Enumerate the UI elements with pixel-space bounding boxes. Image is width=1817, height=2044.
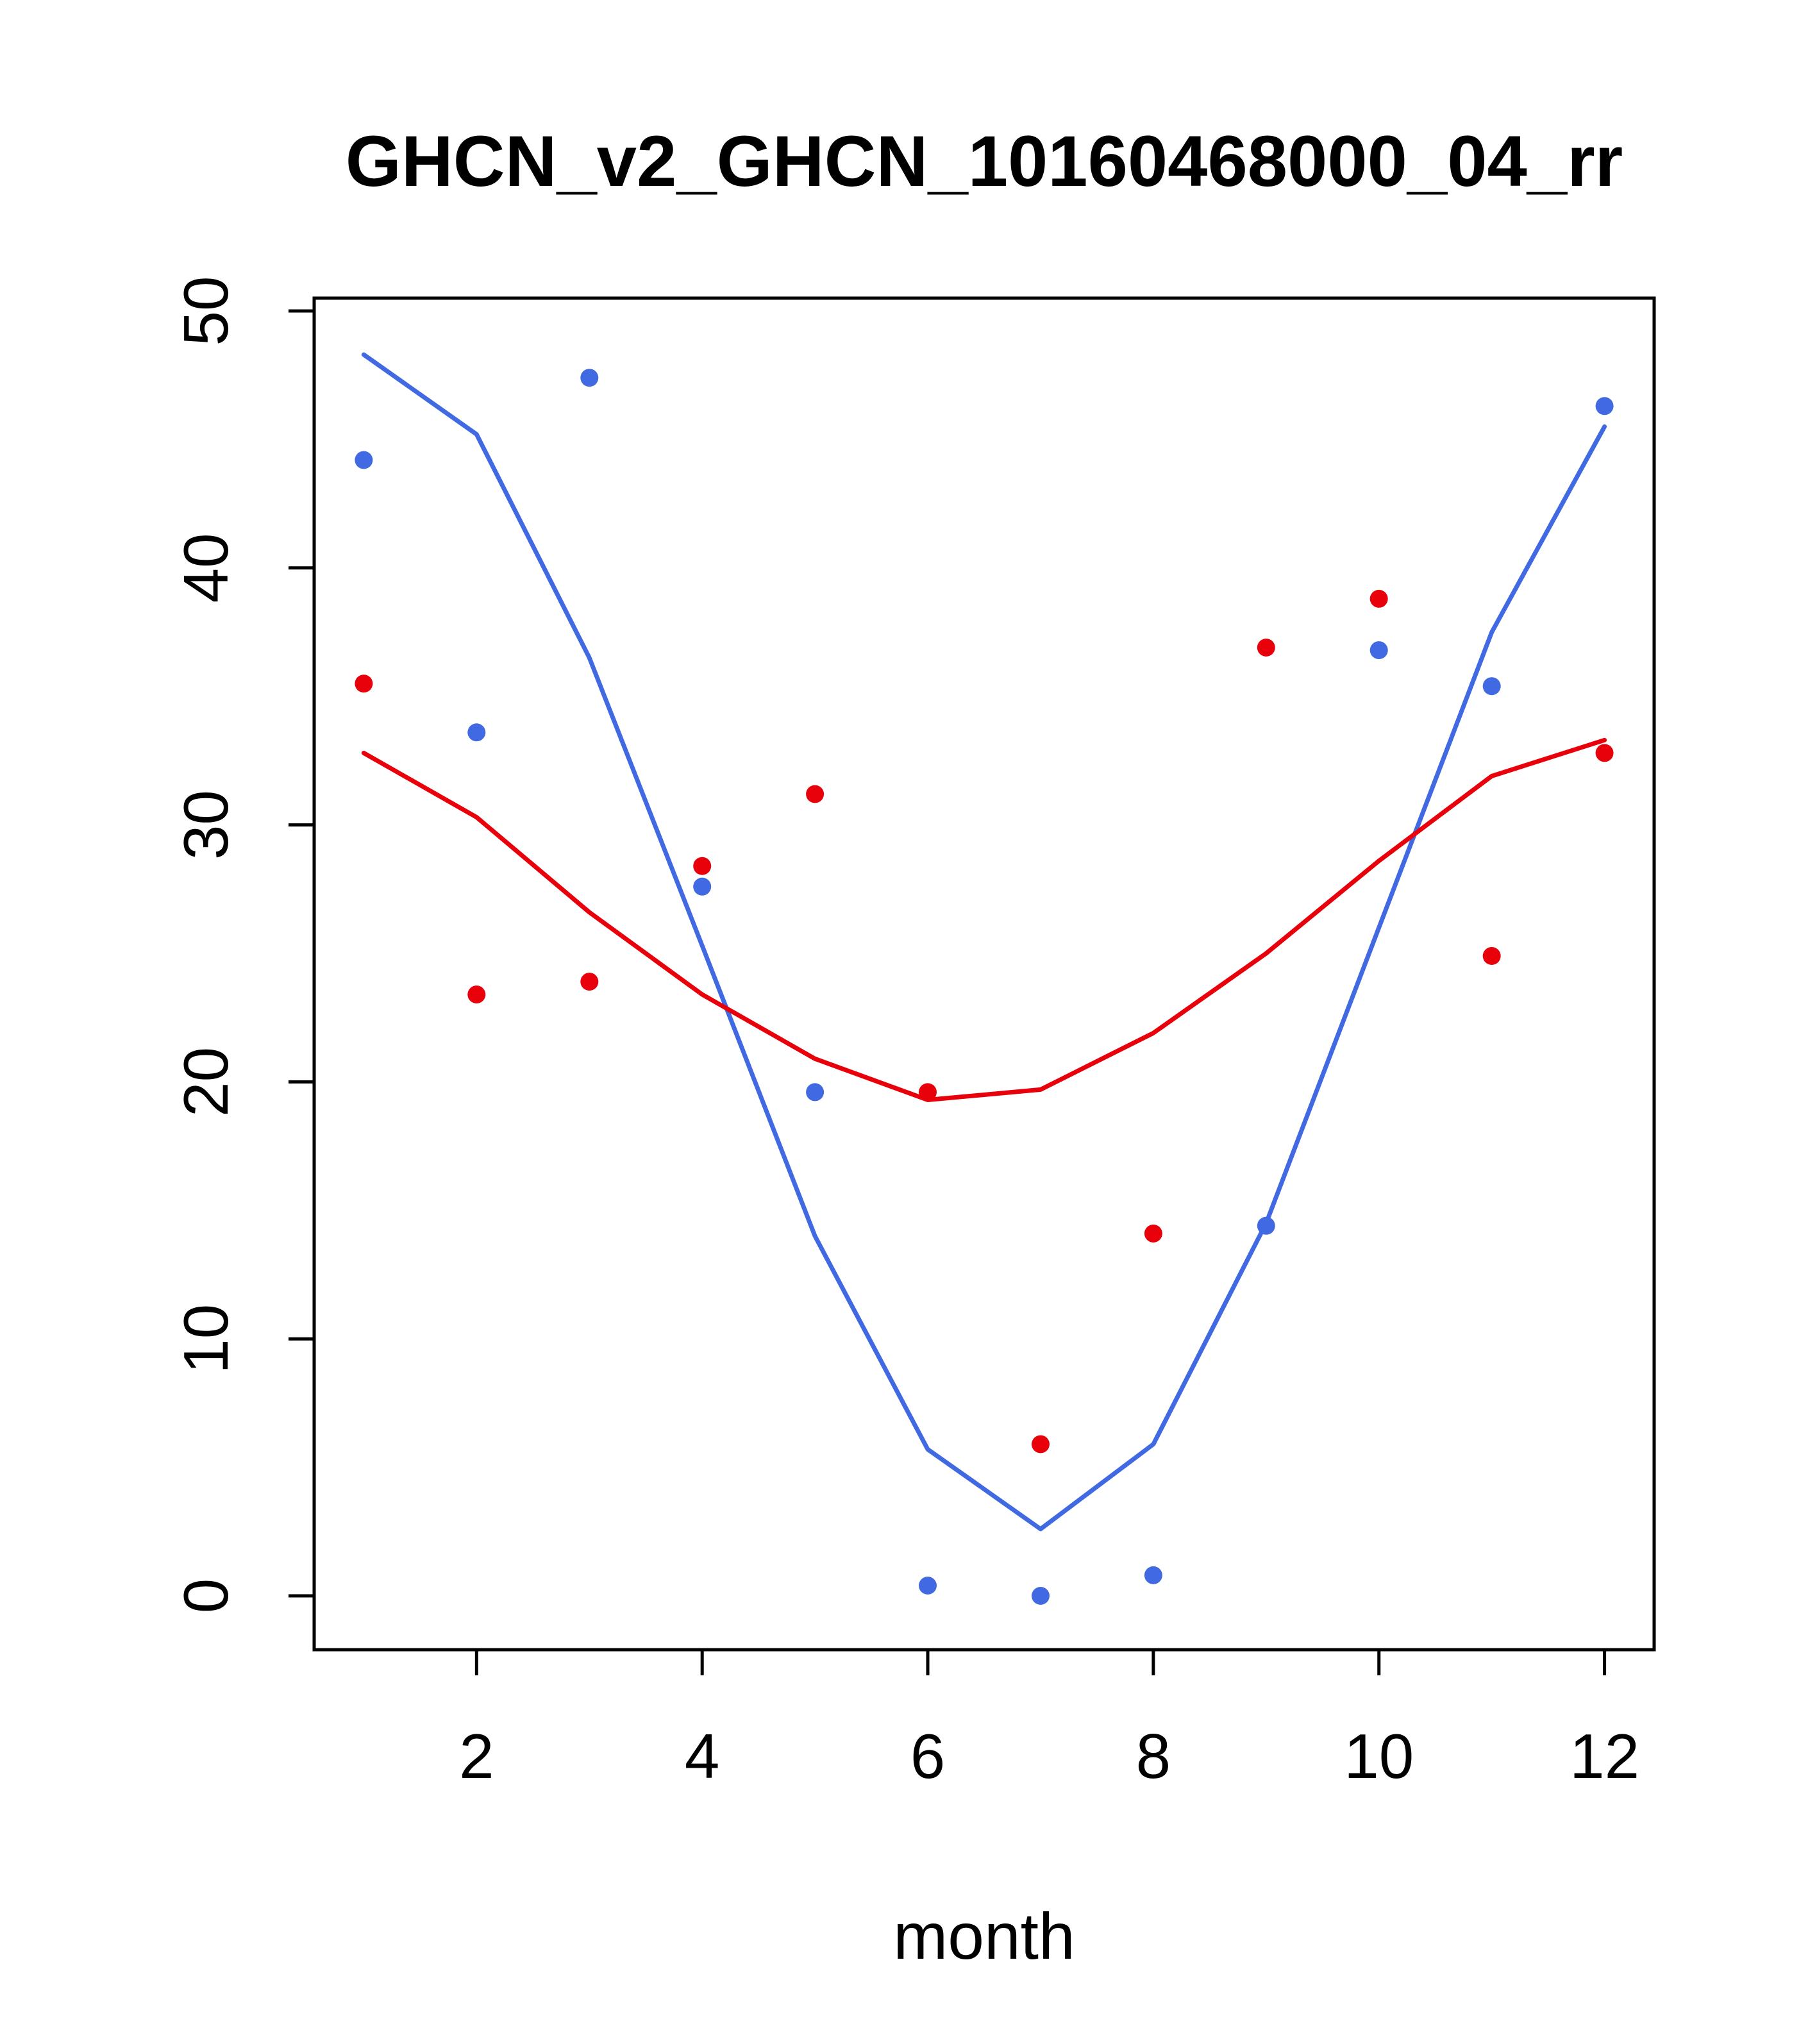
red-point	[1369, 589, 1388, 608]
red-point	[467, 985, 486, 1004]
x-tick-label: 10	[1344, 1721, 1414, 1791]
red-point	[806, 785, 825, 803]
blue-point	[919, 1577, 937, 1595]
red-point	[1144, 1224, 1162, 1243]
blue-line	[361, 352, 1607, 1532]
blue-point	[1369, 641, 1388, 660]
y-tick-label: 40	[171, 533, 241, 603]
x-tick-label: 2	[459, 1721, 494, 1791]
x-tick-label: 12	[1570, 1721, 1639, 1791]
red-point	[1257, 639, 1275, 657]
y-tick-label: 20	[171, 1047, 241, 1117]
plot-content: 2 4 6 8 10 12 0 10 20 30 40 50	[171, 276, 1656, 1791]
y-tick-label: 50	[171, 276, 241, 346]
red-point	[580, 973, 599, 991]
red-point	[693, 857, 712, 875]
blue-point	[1032, 1587, 1050, 1605]
y-tick-label: 30	[171, 790, 241, 860]
blue-point	[806, 1083, 825, 1102]
blue-point	[1257, 1216, 1275, 1235]
y-tick-label: 0	[171, 1579, 241, 1614]
y-tick-label: 10	[171, 1304, 241, 1374]
red-point	[1482, 947, 1501, 965]
blue-point	[580, 369, 599, 387]
red-line	[361, 737, 1607, 1102]
red-point	[1595, 744, 1614, 762]
red-point	[919, 1083, 937, 1102]
red-point	[355, 674, 373, 693]
red-point	[1032, 1435, 1050, 1453]
blue-point	[693, 877, 712, 896]
x-tick-label: 4	[685, 1721, 720, 1791]
blue-point	[355, 451, 373, 469]
blue-point	[467, 723, 486, 742]
plot-border	[312, 296, 1656, 1652]
chart-title: GHCN_v2_GHCN_10160468000_04_rr	[346, 121, 1623, 201]
x-axis-label: month	[893, 1900, 1075, 1973]
blue-point	[1595, 397, 1614, 415]
x-tick-label: 6	[910, 1721, 946, 1791]
blue-point	[1482, 677, 1501, 696]
x-tick-label: 8	[1136, 1721, 1171, 1791]
blue-point	[1144, 1566, 1162, 1584]
